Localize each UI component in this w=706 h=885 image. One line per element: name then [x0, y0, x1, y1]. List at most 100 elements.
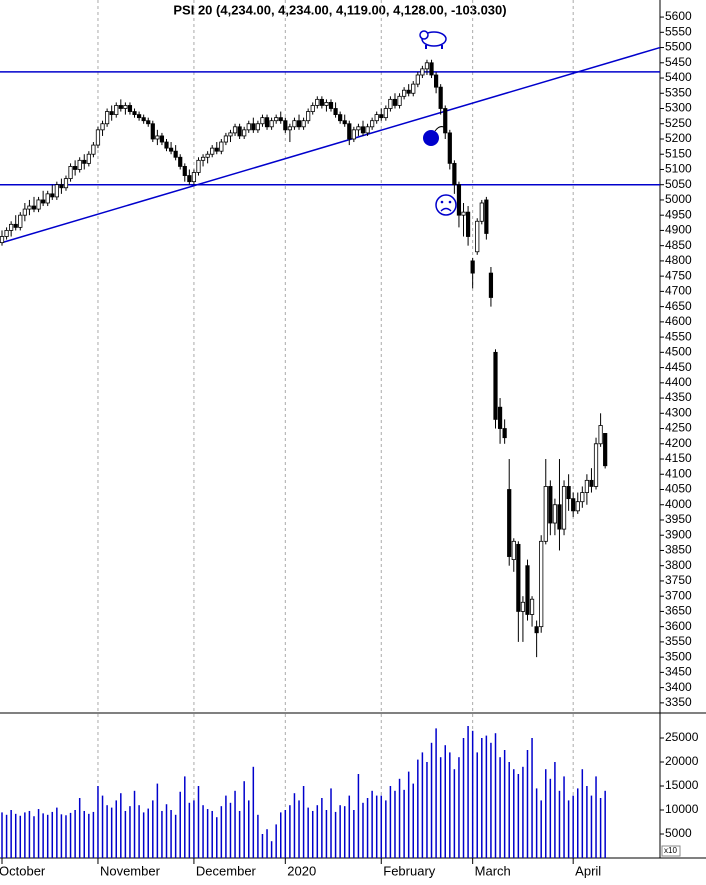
candle-body [561, 486, 567, 530]
volume-multiplier-label: x10 [664, 846, 677, 855]
candle-body [461, 211, 466, 216]
candle-body [136, 114, 142, 119]
y-tick-label: 4750 [665, 268, 692, 282]
candle-body [287, 126, 292, 131]
y-tick-label: 4300 [665, 405, 692, 419]
candle-body [274, 117, 279, 122]
y-tick-label: 3350 [665, 695, 692, 709]
volume-y-tick-label: 5000 [665, 826, 692, 840]
candle-body [516, 543, 521, 612]
candle-body [187, 175, 192, 183]
sad-face-icon [435, 194, 457, 216]
y-tick-label: 5300 [665, 101, 692, 115]
candle-body [22, 208, 27, 216]
candle-body [484, 199, 489, 234]
candle-body [525, 565, 530, 615]
volume-multiplier-box [661, 845, 681, 857]
candle-body [452, 162, 457, 186]
candle-body [100, 123, 105, 131]
candle-body [68, 166, 73, 180]
candle-body [511, 540, 516, 561]
y-tick-label: 5000 [665, 192, 692, 206]
candle-body [269, 120, 274, 128]
candle-body [379, 114, 384, 119]
candle-body [507, 489, 512, 557]
y-tick-label: 3800 [665, 558, 692, 572]
candle-body [543, 486, 548, 542]
candle-body [301, 120, 306, 128]
candle-body [114, 105, 119, 116]
candle-body [105, 111, 110, 125]
candle-body [59, 184, 64, 189]
y-tick-label: 4600 [665, 314, 692, 328]
candle-body [164, 141, 169, 149]
candle-body [246, 123, 251, 131]
y-tick-label: 5550 [665, 24, 692, 38]
y-tick-label: 4800 [665, 253, 692, 267]
x-tick-label: April [575, 863, 601, 878]
trend-line [1, 46, 661, 244]
volume-y-tick-label: 25000 [665, 730, 699, 744]
y-tick-label: 4850 [665, 238, 692, 252]
candle-body [146, 120, 151, 125]
candle-body [342, 120, 347, 125]
candle-body [488, 272, 494, 298]
candle-body [479, 202, 484, 222]
y-tick-label: 4950 [665, 207, 692, 221]
candle-body [319, 98, 324, 106]
y-tick-label: 3900 [665, 527, 692, 541]
candle-body [497, 406, 503, 429]
candle-body [566, 486, 571, 500]
candle-body [424, 62, 430, 70]
candle-body [283, 120, 288, 131]
candle-body [402, 89, 407, 97]
candle-body [434, 74, 439, 88]
candle-body [397, 95, 402, 106]
candle-body [54, 184, 59, 198]
candle-body [328, 102, 334, 109]
y-tick-label: 3750 [665, 573, 692, 587]
y-tick-label: 3500 [665, 649, 692, 663]
candle-body [292, 120, 297, 128]
y-tick-label: 5100 [665, 162, 692, 176]
y-tick-label: 4000 [665, 497, 692, 511]
candle-body [315, 98, 320, 106]
candle-body [456, 184, 462, 216]
candle-body [534, 626, 539, 634]
candle-body [548, 486, 553, 524]
candle-body [219, 141, 224, 152]
candle-body [214, 147, 219, 152]
candle-body [200, 156, 206, 161]
chart-title: PSI 20 (4,234.00, 4,234.00, 4,119.00, 4,… [173, 2, 506, 17]
candle-body [356, 126, 361, 131]
candle-body [264, 117, 270, 128]
bear-icon [419, 30, 447, 49]
candle-body [95, 129, 101, 146]
y-tick-label: 4400 [665, 375, 692, 389]
candle-body [278, 117, 283, 122]
candle-body [603, 433, 608, 467]
y-tick-label: 4700 [665, 284, 692, 298]
candle-body [109, 111, 114, 116]
candle-body [260, 117, 265, 125]
candle-body [338, 114, 343, 122]
candle-body [31, 205, 37, 210]
candle-body [141, 117, 146, 122]
candle-body [306, 111, 311, 122]
candle-body [237, 126, 242, 137]
candle-body [580, 492, 585, 503]
y-tick-label: 3400 [665, 680, 692, 694]
y-tick-label: 3850 [665, 543, 692, 557]
candle-body [447, 132, 452, 164]
volume-y-tick-label: 10000 [665, 802, 699, 816]
candle-body [77, 159, 82, 170]
y-tick-label: 5500 [665, 40, 692, 54]
y-tick-label: 3600 [665, 619, 692, 633]
candle-body [552, 504, 558, 524]
y-tick-label: 5150 [665, 146, 692, 160]
candle-body [443, 108, 448, 134]
y-tick-label: 4650 [665, 299, 692, 313]
candle-body [13, 223, 18, 228]
candle-body [593, 443, 599, 487]
